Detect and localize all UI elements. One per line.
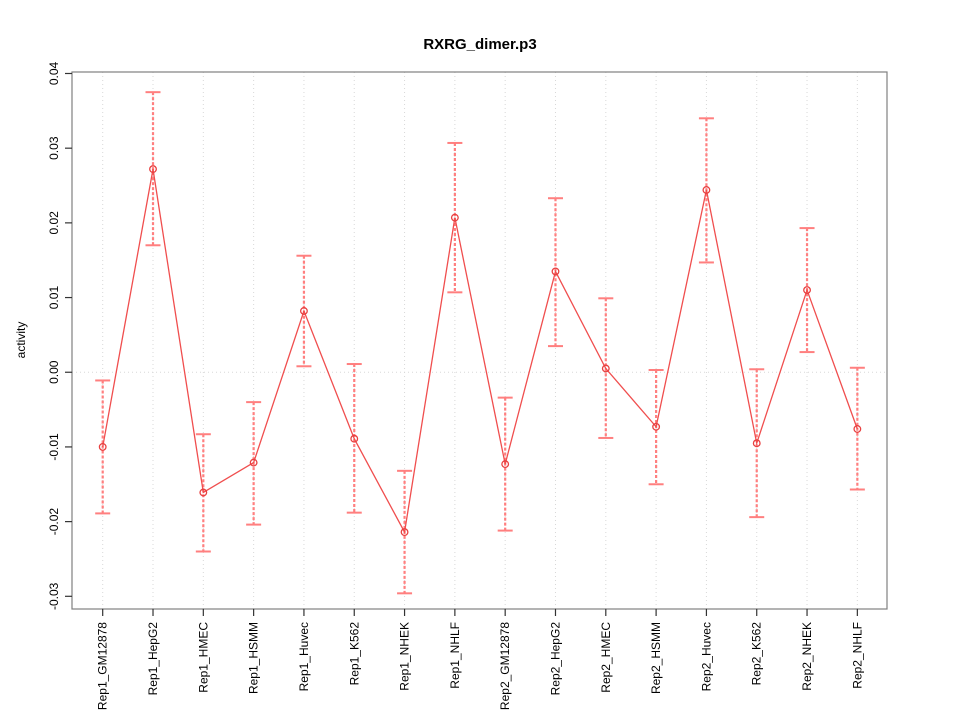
x-tick-label: Rep2_HMEC (599, 622, 613, 693)
data-point-marker (450, 213, 459, 222)
y-tick-label: 0.01 (47, 286, 61, 310)
y-tick-label: 0.00 (47, 360, 61, 384)
chart-title: RXRG_dimer.p3 (423, 36, 536, 53)
x-tick-label: Rep1_NHLF (448, 622, 462, 689)
y-tick-label: 0.04 (47, 61, 61, 85)
plot-area: 0.04 0.03 0.02 0.01 0.00 -0.01 -0.02 -0.03 Rep1_… (47, 61, 888, 710)
x-tick-label: Rep1_NHEK (398, 622, 412, 691)
y-tick-label: 0.03 (47, 136, 61, 160)
y-tick-label: -0.01 (47, 433, 61, 461)
data-point-marker (501, 460, 510, 469)
data-point-marker (350, 434, 359, 443)
x-tick-label: Rep2_NHEK (800, 622, 814, 691)
x-tick-label: Rep2_HSMM (649, 622, 663, 694)
x-tick-label: Rep2_GM12878 (498, 622, 512, 710)
x-tick-label: Rep1_K562 (347, 622, 361, 686)
x-tick-label: Rep2_Huvec (699, 622, 713, 691)
data-point-marker (752, 439, 761, 448)
activity-series-line (102, 168, 858, 535)
x-tick-label: Rep2_K562 (750, 622, 764, 686)
x-tick-label: Rep2_NHLF (850, 622, 864, 689)
x-tick-label: Rep1_GM12878 (96, 622, 110, 710)
y-tick-label: -0.02 (47, 508, 61, 536)
data-point-marker (149, 165, 157, 174)
data-point-marker (853, 425, 862, 433)
y-tick-label: 0.02 (47, 211, 61, 235)
x-tick-label: Rep1_HMEC (196, 622, 210, 693)
data-point-marker (249, 458, 258, 467)
x-tick-label: Rep1_HepG2 (146, 622, 160, 696)
data-point-marker (702, 186, 711, 194)
data-point-marker (551, 267, 560, 276)
plot-frame (71, 71, 888, 610)
data-point-marker (299, 307, 308, 315)
x-tick-label: Rep1_HSMM (247, 622, 261, 694)
data-point-marker (400, 528, 409, 537)
data-point-marker (803, 286, 811, 295)
y-tick-label: -0.03 (47, 582, 61, 610)
x-tick-label: Rep2_HepG2 (548, 622, 562, 696)
data-point-marker (199, 488, 208, 497)
data-point-marker (652, 422, 661, 431)
data-point-marker (601, 364, 610, 373)
y-axis-label: activity (14, 322, 28, 359)
data-point-marker (98, 442, 107, 451)
x-tick-label: Rep1_Huvec (297, 622, 311, 691)
